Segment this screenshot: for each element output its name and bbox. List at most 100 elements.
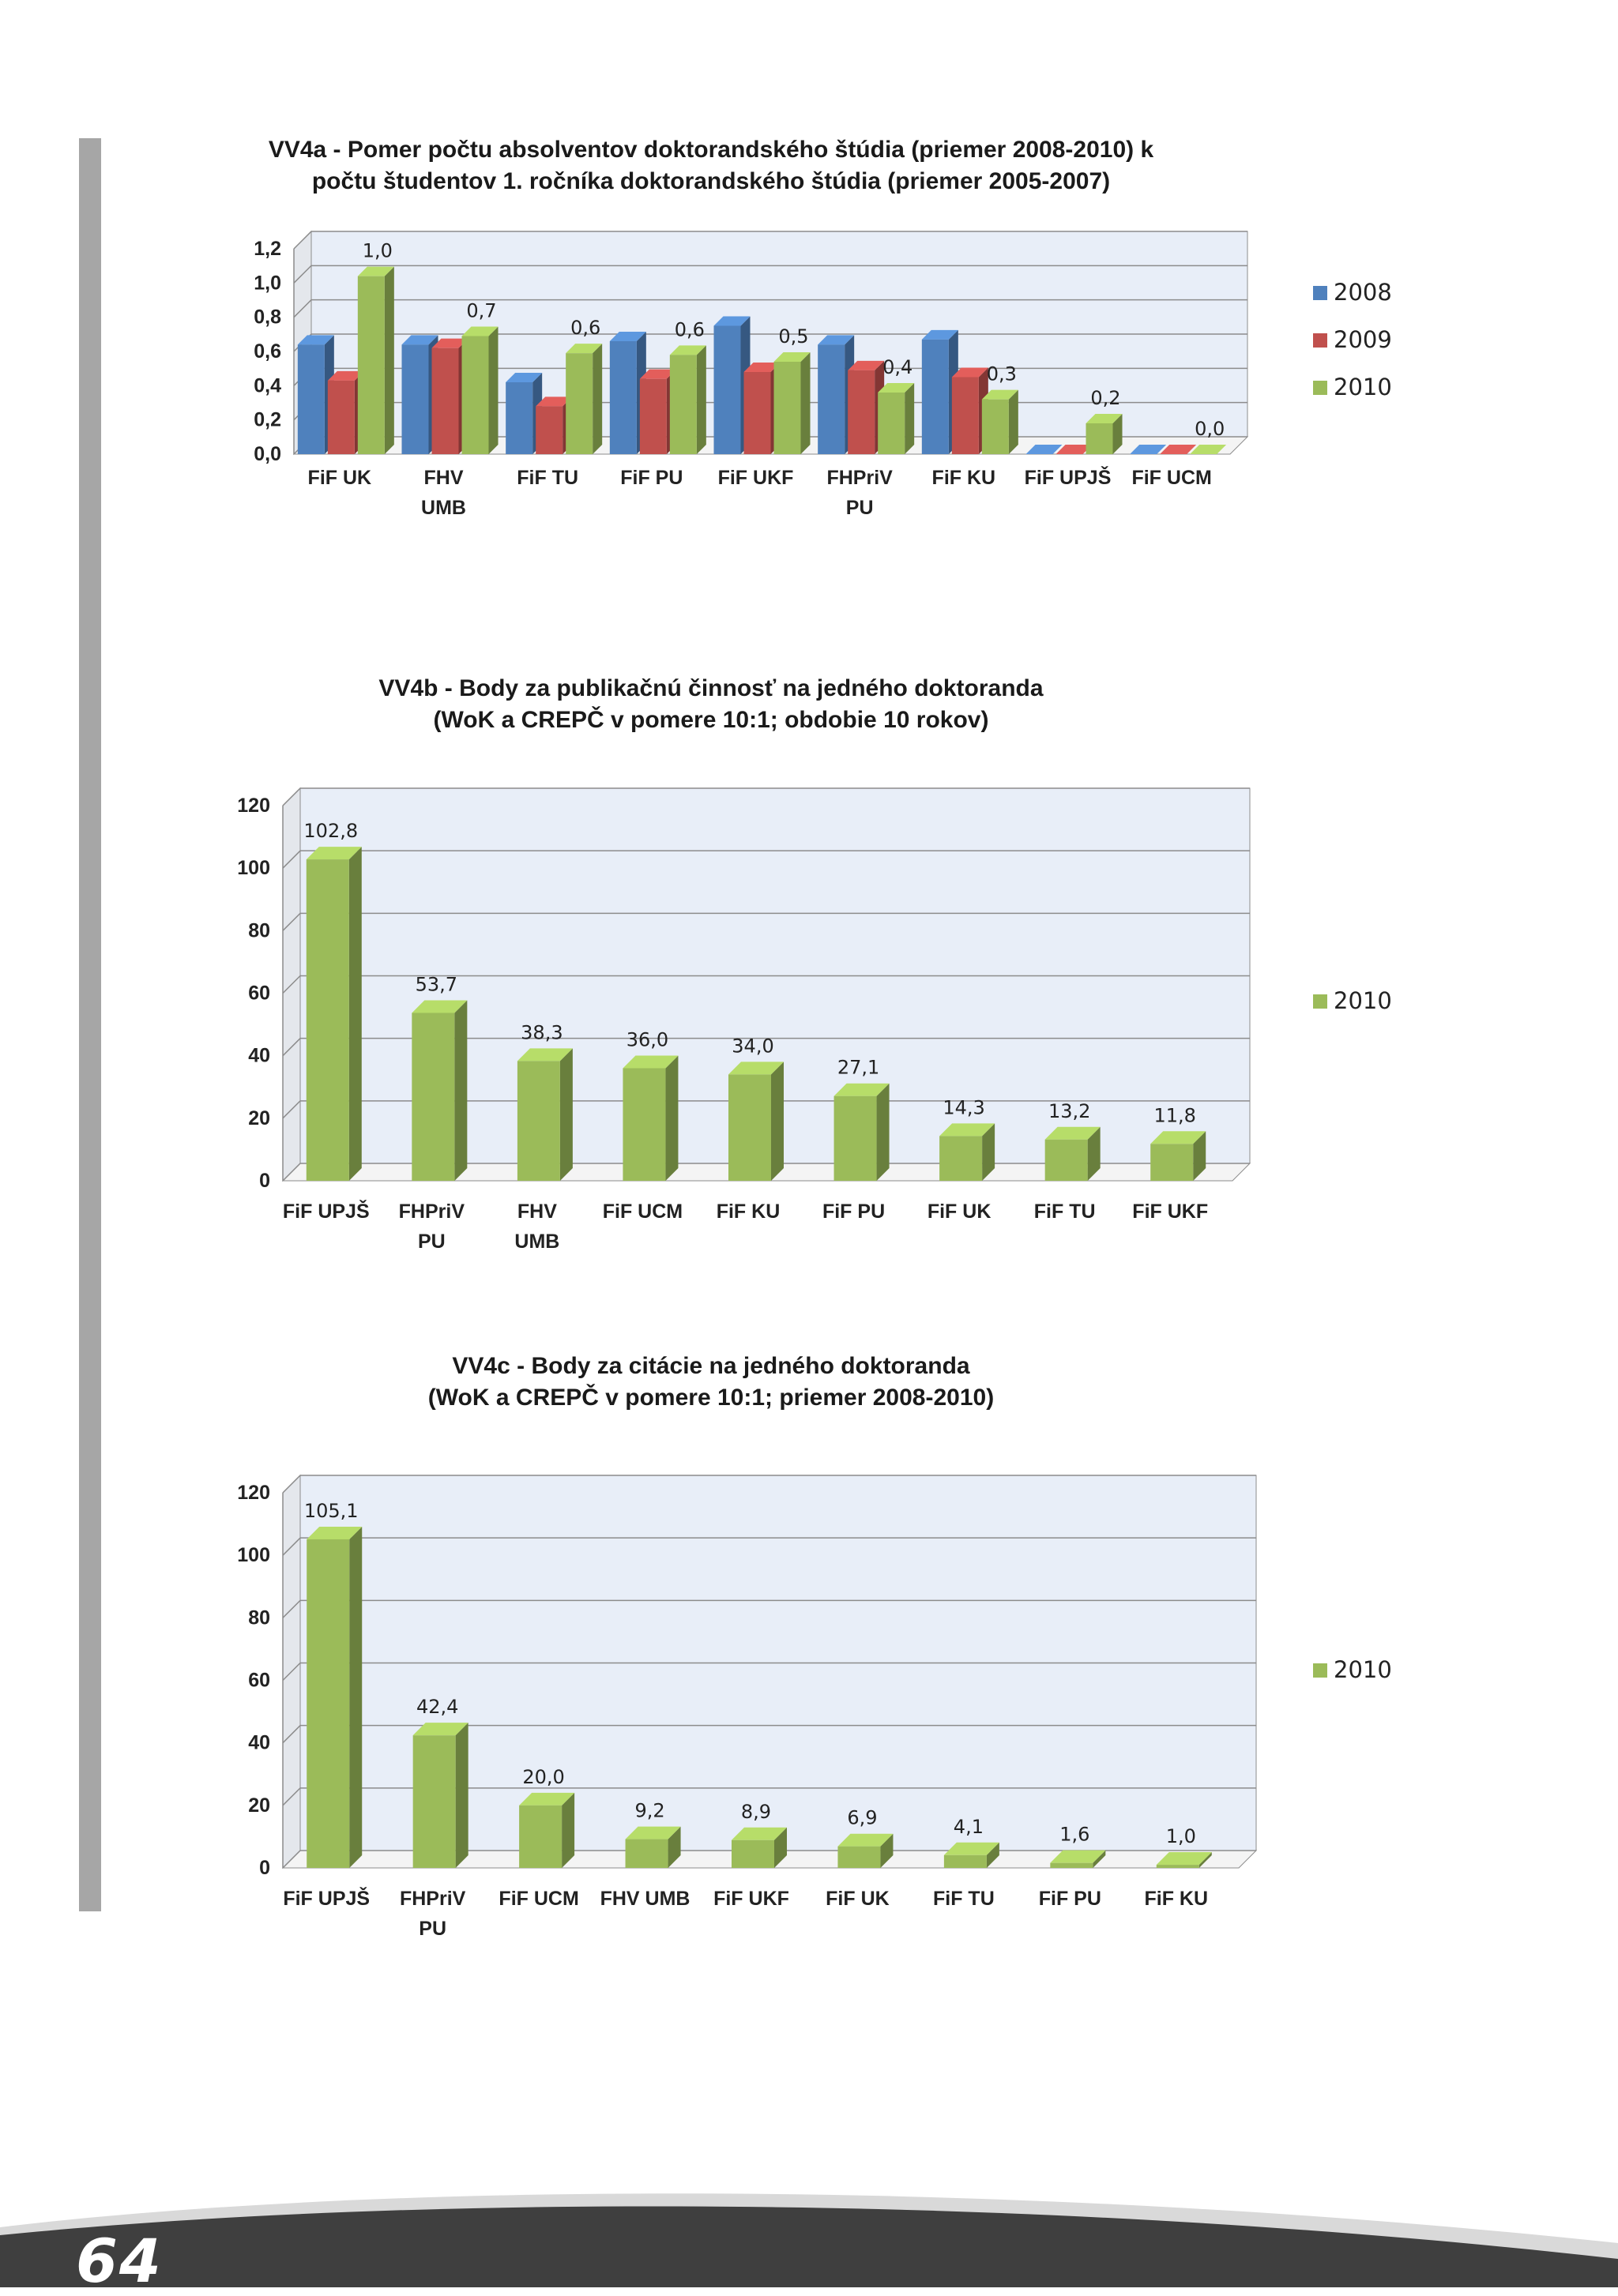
x-tick-label: FiF UCM xyxy=(1131,467,1211,489)
gridline xyxy=(282,1163,1250,1182)
gridline xyxy=(282,975,1250,994)
bar-2010-2 xyxy=(517,1061,560,1181)
x-tick-label: FiF TU xyxy=(1034,1201,1096,1223)
y-tick-label: 1,2 xyxy=(254,238,281,260)
bar-top xyxy=(878,383,915,393)
y-tick-label: 120 xyxy=(237,1482,270,1504)
legend-label: 2010 xyxy=(1334,1656,1392,1683)
legend-label: 2009 xyxy=(1334,326,1392,353)
bar-top xyxy=(536,396,573,407)
chart-title: VV4b - Body za publikačnú činnosť na jed… xyxy=(174,673,1248,736)
bar-top xyxy=(1086,414,1123,423)
bar-top xyxy=(519,1792,575,1806)
data-label: 27,1 xyxy=(837,1057,879,1079)
chart-plot-vv4a: 0,0 0,2 0,4 0,6 0,8 1,0 1,2 1,0 FiF UK 0,7 FHV UMB 0… xyxy=(254,230,1392,519)
bar-top xyxy=(939,1123,995,1137)
bar-2010-5 xyxy=(837,1846,881,1868)
data-label: 53,7 xyxy=(416,973,457,995)
legend-swatch xyxy=(1313,286,1327,300)
chart-title-line-2: (WoK a CREPČ v pomere 10:1; obdobie 10 r… xyxy=(433,707,989,733)
bar-top xyxy=(357,266,394,276)
bar-side xyxy=(1198,1852,1212,1868)
gridline xyxy=(282,1037,1250,1057)
bar-top xyxy=(943,1842,999,1855)
bar-2010-7 xyxy=(1086,423,1113,454)
bar-top xyxy=(412,1000,468,1013)
gridline xyxy=(282,1724,1256,1744)
bar-side xyxy=(348,847,362,1181)
bar-2008-0 xyxy=(297,344,325,454)
bar-side xyxy=(562,1792,575,1868)
gridline xyxy=(282,1537,1256,1556)
data-label: 8,9 xyxy=(741,1801,771,1823)
gridline xyxy=(282,1787,1256,1806)
bar-top xyxy=(981,389,1018,400)
bar-top xyxy=(566,344,603,354)
gridline xyxy=(282,1599,1256,1618)
x-tick-label: FiF UK xyxy=(928,1201,991,1223)
bar-side xyxy=(800,352,811,454)
bar-2010-2 xyxy=(519,1805,563,1868)
bar-side xyxy=(593,344,603,454)
x-tick-label: FiF UKF xyxy=(713,1888,789,1910)
sidebar-accent-bar xyxy=(79,138,101,1911)
chart-title-line-1: VV4c - Body za citácie na jedného doktor… xyxy=(452,1353,970,1379)
x-tick-label: FiF UKF xyxy=(1132,1201,1208,1223)
bar-2008-3 xyxy=(609,341,637,454)
bar-2010-3 xyxy=(669,355,697,454)
x-tick-label: FiF PU xyxy=(620,467,683,489)
data-label: 1,0 xyxy=(1166,1825,1196,1847)
y-tick-label: 60 xyxy=(248,1670,270,1692)
chart-title-line-1: VV4b - Body za publikačnú činnosť na jed… xyxy=(378,675,1044,701)
bar-2009-3 xyxy=(639,378,667,454)
bar-top xyxy=(431,338,468,348)
data-label: 0,6 xyxy=(570,317,600,339)
chart-title: VV4a - Pomer počtu absolventov doktorand… xyxy=(174,134,1248,197)
bar-side xyxy=(880,1833,894,1868)
y-tick-label: 40 xyxy=(248,1732,270,1754)
y-tick-label: 60 xyxy=(248,983,270,1005)
data-label: 102,8 xyxy=(303,820,358,842)
x-tick-label: FiF UCM xyxy=(499,1888,578,1910)
data-label: 4,1 xyxy=(954,1816,984,1838)
bar-top xyxy=(1025,445,1063,454)
data-label: 0,2 xyxy=(1090,387,1120,409)
bar-side xyxy=(905,383,915,454)
bar-top xyxy=(848,360,885,370)
bar-side xyxy=(454,1000,468,1181)
bar-top xyxy=(728,1062,784,1075)
bar-2010-2 xyxy=(566,353,593,454)
chart-title-line-2: (WoK a CREPČ v pomere 10:1; priemer 2008… xyxy=(427,1385,995,1411)
bar-2010-3 xyxy=(625,1839,668,1868)
data-label: 20,0 xyxy=(522,1766,564,1788)
page-number: 64 xyxy=(76,2226,163,2296)
data-label: 38,3 xyxy=(521,1021,563,1043)
gridline xyxy=(282,850,1250,869)
bar-side xyxy=(982,1123,995,1181)
bar-top xyxy=(921,329,958,340)
gridline xyxy=(282,1100,1250,1119)
bar-2010-4 xyxy=(773,362,801,454)
bar-2008-4 xyxy=(713,325,741,454)
bar-2010-4 xyxy=(728,1074,771,1181)
bar-side xyxy=(696,345,706,454)
bar-2010-6 xyxy=(939,1136,983,1181)
bar-2010-8 xyxy=(1150,1144,1194,1181)
data-label: 0,0 xyxy=(1195,418,1225,440)
x-tick-label: PU xyxy=(419,1918,446,1940)
bar-2010-0 xyxy=(357,276,385,454)
bar-top xyxy=(818,335,855,345)
y-tick-label: 80 xyxy=(248,1606,270,1629)
y-tick-label: 0,0 xyxy=(254,443,281,465)
x-tick-label: FiF UKF xyxy=(718,467,794,489)
x-tick-label: FiF KU xyxy=(1145,1888,1209,1910)
bar-2009-1 xyxy=(431,348,459,454)
x-tick-label: UMB xyxy=(421,497,466,519)
bar-2010-7 xyxy=(1044,1139,1088,1181)
legend-label: 2010 xyxy=(1334,987,1392,1014)
x-tick-label: FiF UPJŠ xyxy=(283,1886,370,1910)
x-tick-label: FHV xyxy=(424,467,464,489)
x-tick-label: FiF KU xyxy=(717,1201,781,1223)
chart-plot-vv4b: 0 20 40 60 80 100 120 102,8 FiF UPJŠ 53,7 FHPriV PU… xyxy=(237,787,1392,1253)
bar-2010-0 xyxy=(307,1539,350,1868)
